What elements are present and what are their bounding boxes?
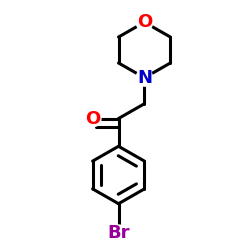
Text: Br: Br	[107, 224, 130, 242]
Text: O: O	[137, 13, 152, 31]
Circle shape	[136, 14, 153, 30]
Circle shape	[136, 70, 153, 86]
Text: O: O	[85, 110, 100, 128]
Circle shape	[110, 225, 127, 242]
Circle shape	[84, 110, 101, 127]
Text: N: N	[137, 69, 152, 87]
